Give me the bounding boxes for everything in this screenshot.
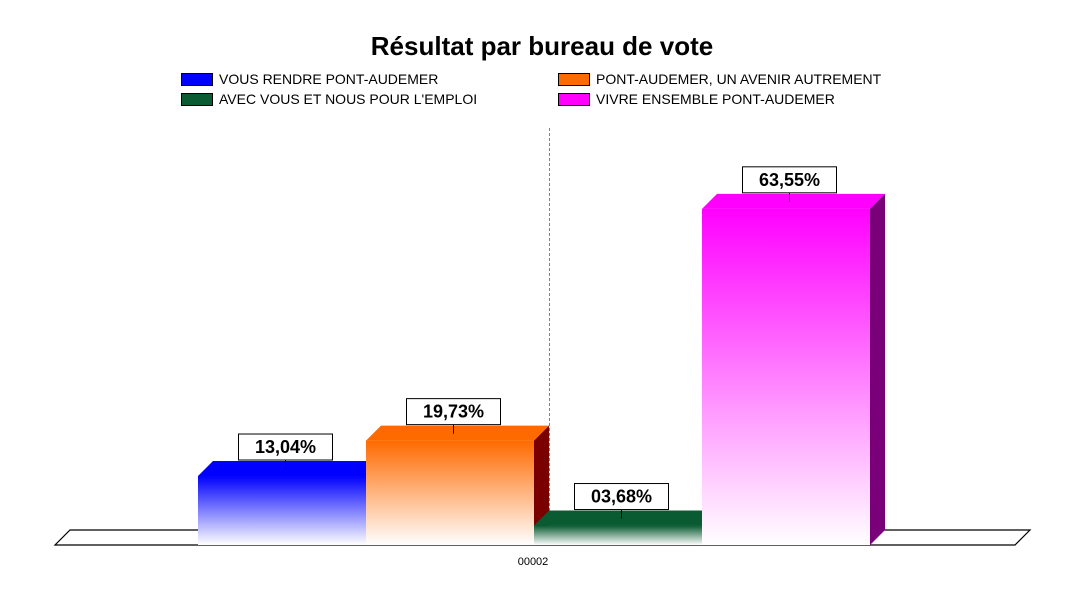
legend-swatch-emploi [181,92,213,106]
bar-front-face-vivre-ensemble [702,208,870,545]
bar-top-face-avenir-autrement [366,425,549,441]
data-label-vous-rendre: 13,04% [238,433,333,470]
bar-top-face-vivre-ensemble [702,193,885,209]
data-label-box-avenir-autrement [406,398,501,426]
bar-top-face-emploi [534,510,717,526]
data-label-text-vous-rendre: 13,04% [255,437,316,457]
bar-front-face-avenir-autrement [366,440,534,545]
data-label-text-emploi: 03,68% [591,487,652,507]
legend-item-emploi: AVEC VOUS ET NOUS POUR L'EMPLOI [181,90,477,108]
bar-front-face-emploi [534,525,702,545]
bar-front-face-vous-rendre [198,476,366,545]
data-label-box-vivre-ensemble [742,166,837,194]
bar-vivre-ensemble [702,193,885,545]
legend-label-emploi: AVEC VOUS ET NOUS POUR L'EMPLOI [219,91,478,107]
legend-label-vivre-ensemble: VIVRE ENSEMBLE PONT-AUDEMER [596,91,835,107]
data-label-box-emploi [574,483,669,511]
bar-vous-rendre [198,461,381,545]
data-label-emploi: 03,68% [574,483,669,519]
data-label-vivre-ensemble: 63,55% [742,166,837,202]
data-label-avenir-autrement: 19,73% [406,398,501,434]
x-axis-tick-label: 00002 [518,556,549,568]
data-label-text-vivre-ensemble: 63,55% [759,170,820,190]
bar-side-face-vivre-ensemble [870,193,885,545]
legend-label-vous-rendre: VOUS RENDRE PONT-AUDEMER [219,71,439,87]
legend-item-vous-rendre: VOUS RENDRE PONT-AUDEMER [181,70,438,88]
bar-top-face-vous-rendre [198,461,381,477]
bar-avenir-autrement [366,425,549,545]
data-label-box-vous-rendre [238,433,333,461]
legend-item-vivre-ensemble: VIVRE ENSEMBLE PONT-AUDEMER [558,90,835,108]
legend-swatch-vous-rendre [181,72,213,86]
legend-item-avenir-autrement: PONT-AUDEMER, UN AVENIR AUTREMENT [558,70,881,88]
data-label-text-avenir-autrement: 19,73% [423,402,484,422]
bar-emploi [534,510,717,545]
legend-swatch-avenir-autrement [558,72,590,86]
legend-label-avenir-autrement: PONT-AUDEMER, UN AVENIR AUTREMENT [596,71,882,87]
chart-title: Résultat par bureau de vote [370,31,714,61]
legend-swatch-vivre-ensemble [558,92,590,106]
